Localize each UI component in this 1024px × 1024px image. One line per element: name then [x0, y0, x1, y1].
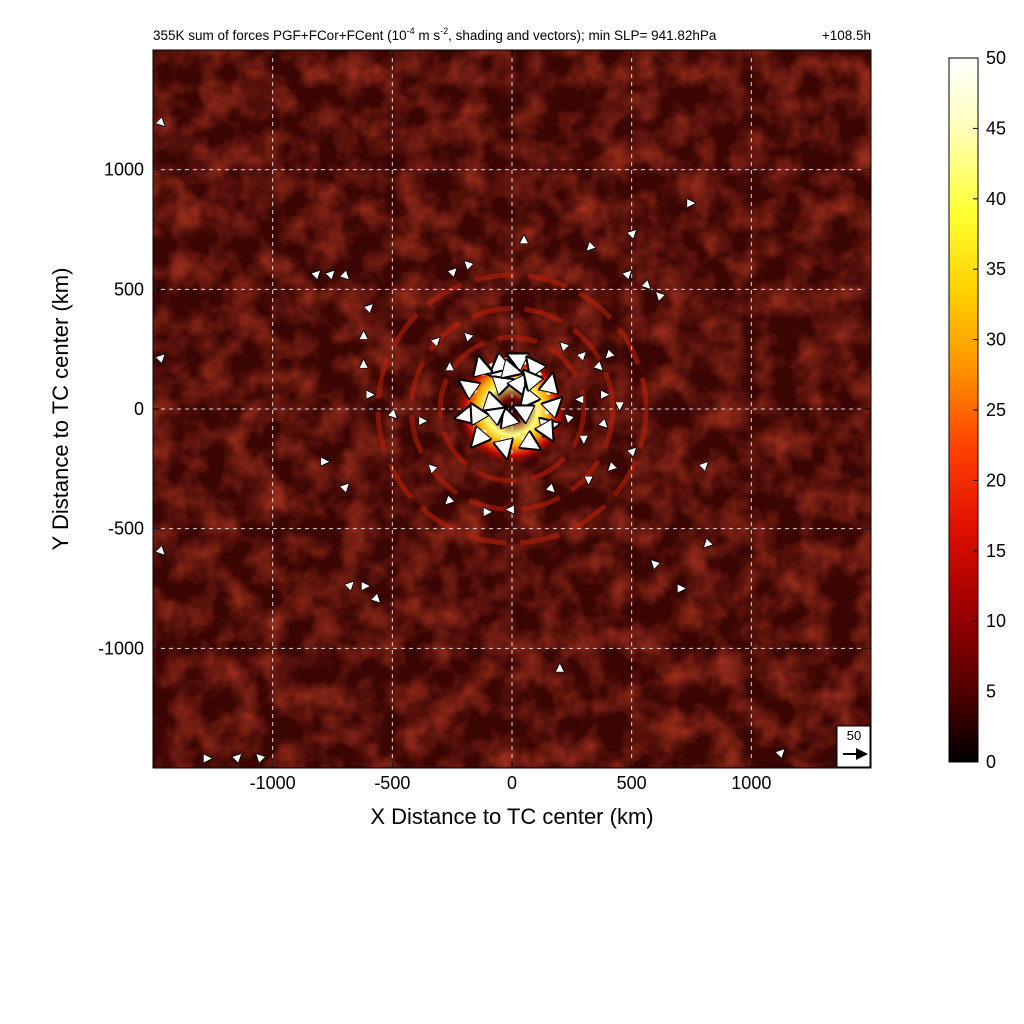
vector-arrow [658, 294, 661, 297]
y-tick-label: -1000 [98, 638, 144, 658]
colorbar-tick-label: 25 [986, 400, 1006, 420]
vector-arrow [598, 366, 601, 369]
spiral-ring [437, 334, 587, 484]
vector-arrow [527, 375, 536, 386]
vector-arrow [452, 270, 455, 273]
vector-arrow [548, 379, 552, 396]
vector-arrow [588, 246, 591, 249]
vector-arrow [447, 500, 450, 503]
reference-vector-box: 50 [836, 725, 871, 768]
vector-arrow [349, 583, 352, 586]
colorbar-tick-label: 15 [986, 541, 1006, 561]
colorbar-tick-label: 45 [986, 118, 1006, 138]
colorbar-tick-label: 35 [986, 259, 1006, 279]
x-tick-label: -500 [374, 773, 410, 793]
vector-arrow [502, 368, 516, 372]
vector-arrow [524, 395, 531, 404]
colorbar-tick-label: 50 [986, 48, 1006, 68]
vector-arrow [653, 562, 656, 565]
y-tick-label: 0 [134, 399, 144, 419]
chart-time-label: +108.5h [822, 28, 871, 43]
vector-arrow [562, 344, 565, 347]
vector-arrow [632, 231, 635, 234]
vector-arrow [344, 275, 347, 278]
force-vectors [160, 122, 783, 759]
vector-arrow [368, 306, 371, 309]
vector-arrow [607, 354, 610, 357]
vector-arrow [627, 272, 630, 275]
vector-arrow [392, 414, 395, 417]
vector-arrow [567, 416, 570, 419]
vector-arrow [632, 449, 635, 452]
vector-arrow [581, 354, 584, 357]
x-tick-label: 500 [617, 773, 647, 793]
vector-arrow [703, 464, 706, 467]
y-tick-label: 1000 [104, 160, 144, 180]
x-axis-label: X Distance to TC center (km) [370, 804, 653, 829]
vector-arrow [610, 466, 613, 469]
vector-arrow [780, 751, 783, 754]
vector-arrow [502, 437, 506, 454]
colorbar-tick-label: 0 [986, 752, 996, 772]
vector-arrow [646, 285, 649, 288]
x-tick-label: 1000 [731, 773, 771, 793]
vector-arrow [160, 550, 163, 553]
vector-arrow [474, 409, 481, 421]
vector-arrow [258, 756, 261, 759]
vector-arrow [546, 402, 558, 414]
vector-arrow [344, 485, 347, 488]
vector-arrow [705, 543, 708, 546]
reference-vector-label: 50 [847, 728, 861, 743]
vector-arrow [480, 361, 484, 375]
y-tick-label: -500 [108, 519, 144, 539]
vector-arrow [376, 598, 379, 601]
vector-arrow [543, 423, 550, 435]
colorbar-tick-label: 10 [986, 611, 1006, 631]
vector-arrow [430, 466, 433, 469]
x-tick-label: -1000 [250, 773, 296, 793]
vector-arrow [550, 488, 553, 491]
vector-arrow [475, 431, 486, 443]
vector-arrow [160, 356, 163, 359]
colorbar-tick-label: 20 [986, 470, 1006, 490]
x-axis-ticks: -1000 -500 0 500 1000 [250, 50, 771, 793]
vector-arrow [466, 334, 469, 337]
vector-arrow [160, 122, 163, 125]
vector-arrow [316, 272, 319, 275]
colorbar-tick-label: 5 [986, 682, 996, 702]
vector-arrow [435, 339, 438, 342]
vector-arrow [464, 383, 476, 392]
heatmap-plot-area [153, 50, 871, 768]
y-axis-label: Y Distance to TC center (km) [48, 268, 73, 551]
y-axis-ticks: 1000 500 0 -500 -1000 [98, 160, 871, 658]
vector-arrow [237, 756, 240, 759]
vector-arrow [330, 272, 333, 275]
chart-title: 355K sum of forces PGF+FCor+FCent (10-4 … [153, 26, 717, 43]
colorbar-tick-label: 40 [986, 189, 1006, 209]
colorbar-tick-label: 30 [986, 330, 1006, 350]
vector-arrow [522, 438, 536, 447]
x-tick-label: 0 [507, 773, 517, 793]
y-tick-label: 500 [114, 279, 144, 299]
vector-arrow [603, 423, 606, 426]
vector-arrow [466, 263, 469, 266]
